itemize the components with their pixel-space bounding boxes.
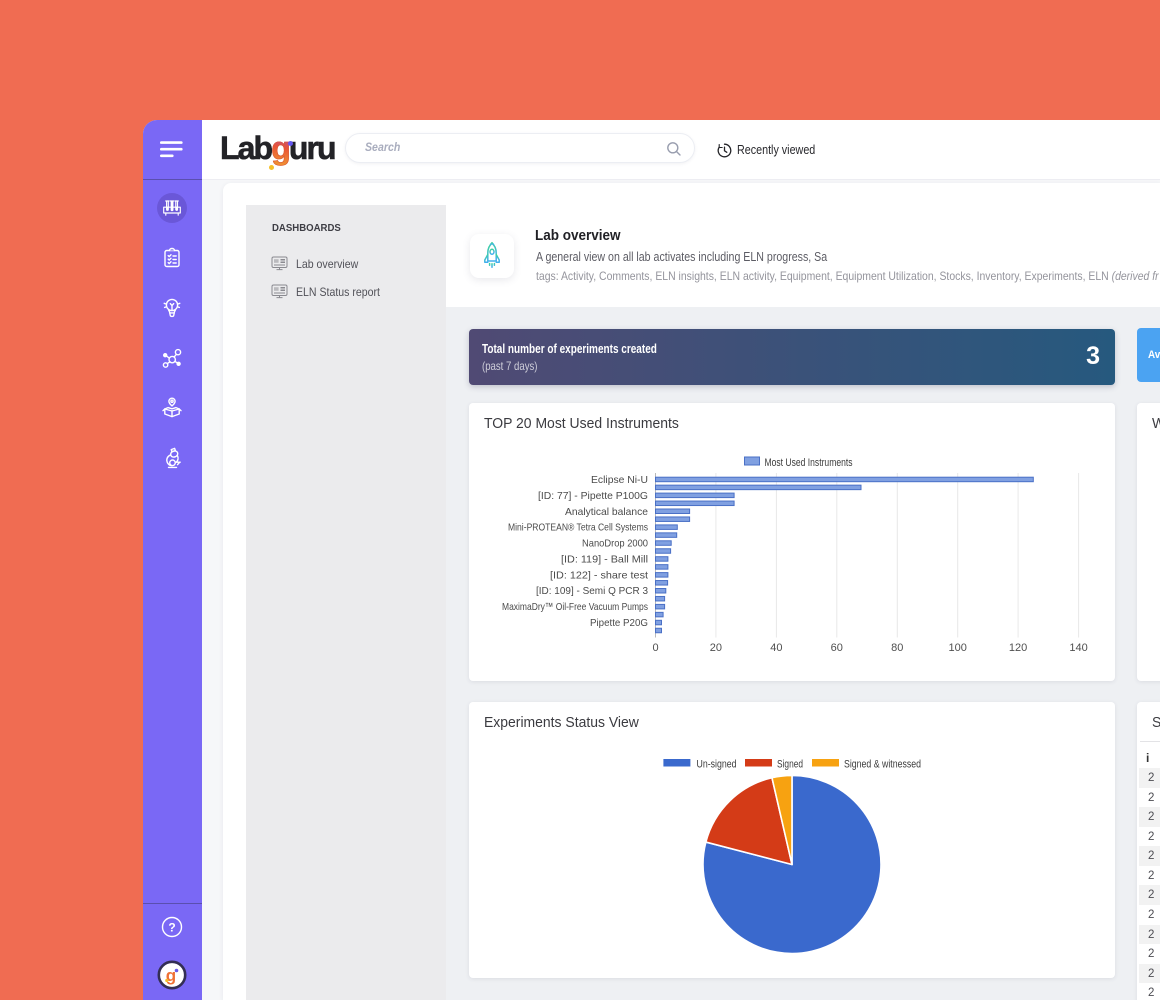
svg-text:Signed & witnessed: Signed & witnessed bbox=[844, 759, 921, 771]
svg-text:Signed: Signed bbox=[777, 759, 803, 771]
svg-text:[ID: 77] - Pipette P100G: [ID: 77] - Pipette P100G bbox=[538, 490, 648, 502]
svg-text:Pipette P20G: Pipette P20G bbox=[590, 617, 648, 629]
svg-text:g: g bbox=[166, 966, 176, 985]
svg-text:Most Used Instruments: Most Used Instruments bbox=[765, 457, 853, 469]
svg-text:Analytical balance: Analytical balance bbox=[565, 506, 648, 518]
svg-text:80: 80 bbox=[891, 642, 903, 654]
svg-text:120: 120 bbox=[1009, 642, 1027, 654]
svg-text:NanoDrop 2000: NanoDrop 2000 bbox=[582, 538, 648, 550]
svg-text:Mini-PROTEAN® Tetra Cell Syste: Mini-PROTEAN® Tetra Cell Systems bbox=[508, 522, 648, 534]
svg-text:60: 60 bbox=[831, 642, 843, 654]
svg-text:Un-signed: Un-signed bbox=[697, 759, 737, 771]
svg-text:?: ? bbox=[168, 920, 175, 934]
svg-text:0: 0 bbox=[652, 642, 658, 654]
svg-text:140: 140 bbox=[1069, 642, 1087, 654]
svg-text:20: 20 bbox=[710, 642, 722, 654]
svg-text:100: 100 bbox=[949, 642, 967, 654]
svg-text:[ID: 119] - Ball Mill: [ID: 119] - Ball Mill bbox=[561, 553, 648, 565]
svg-text:[ID: 109] - Semi Q PCR 3: [ID: 109] - Semi Q PCR 3 bbox=[536, 585, 648, 597]
svg-text:[ID: 122] - share test: [ID: 122] - share test bbox=[550, 569, 648, 581]
svg-text:Eclipse Ni-U: Eclipse Ni-U bbox=[591, 474, 648, 486]
svg-text:40: 40 bbox=[770, 642, 782, 654]
svg-text:MaximaDry™ Oil-Free Vacuum Pum: MaximaDry™ Oil-Free Vacuum Pumps bbox=[502, 601, 648, 613]
